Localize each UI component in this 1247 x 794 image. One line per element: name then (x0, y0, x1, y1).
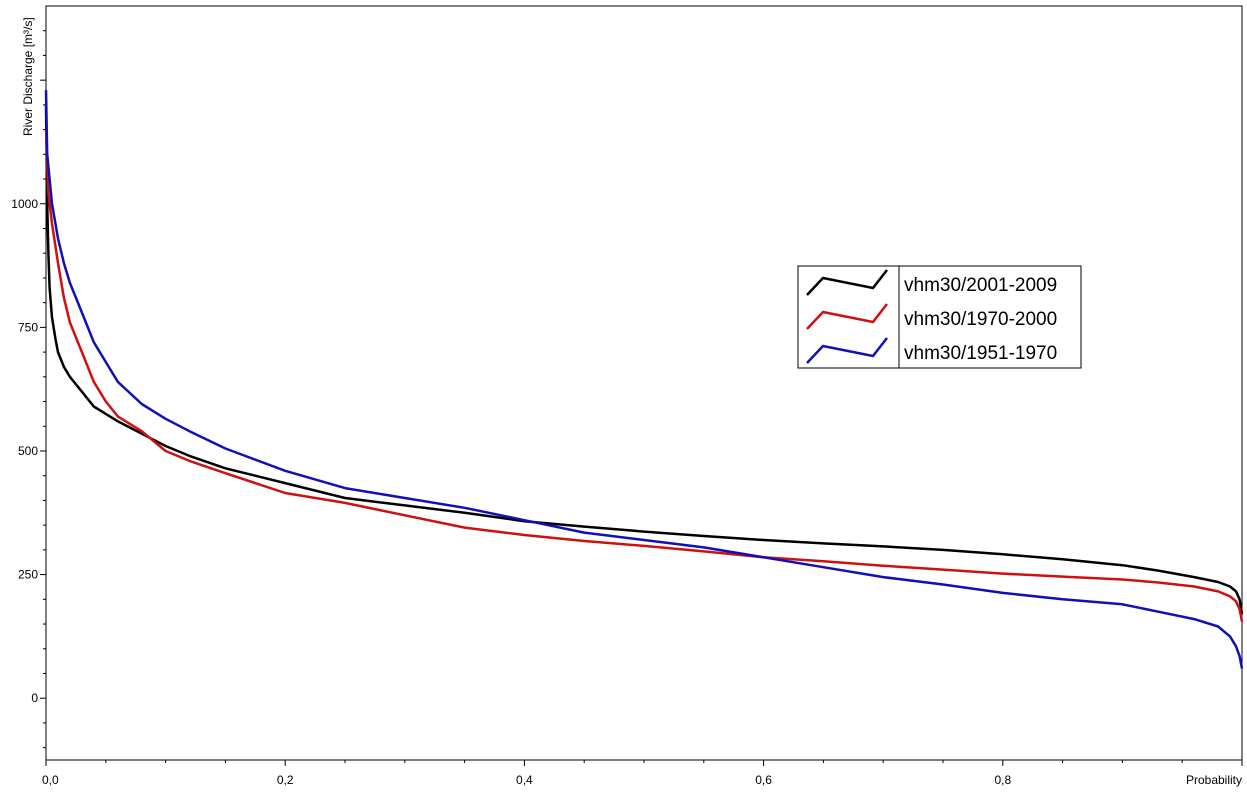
legend-swatch-1 (806, 269, 888, 296)
y-axis-label: River Discharge [m³/s] (21, 17, 35, 136)
x-tick-label: 0,0 (42, 773, 59, 787)
y-tick-label: 250 (18, 568, 38, 582)
series-line-1 (44, 104, 1244, 615)
x-tick-label: 0,4 (516, 773, 533, 787)
y-tick-label: 750 (18, 320, 38, 334)
legend-label-1: vhm30/2001-2009 (904, 275, 1057, 296)
legend-label-3: vhm30/1951-1970 (904, 343, 1057, 364)
legend-swatch-2 (806, 303, 888, 330)
legend-label-2: vhm30/1970-2000 (904, 309, 1057, 330)
x-tick-label: 0,2 (277, 773, 294, 787)
y-tick-label: 0 (31, 691, 38, 705)
legend: vhm30/2001-2009 vhm30/1970-2000 vhm30/1951… (797, 265, 1082, 369)
axes (45, 5, 1243, 761)
series-line-3 (44, 90, 1244, 669)
ticks: 0 250 500 750 1000 0,0 0,2 0,4 0,6 0,8 (11, 30, 1243, 787)
series-group (44, 90, 1244, 669)
plot-frame (45, 5, 1243, 761)
x-tick-label: 0,6 (755, 773, 772, 787)
x-axis-label: Probability (1186, 773, 1242, 787)
x-tick-label: 0,8 (994, 773, 1011, 787)
y-tick-label: 500 (18, 444, 38, 458)
y-tick-label: 1000 (11, 197, 38, 211)
series-line-2 (44, 129, 1244, 622)
legend-swatch-3 (806, 337, 888, 364)
